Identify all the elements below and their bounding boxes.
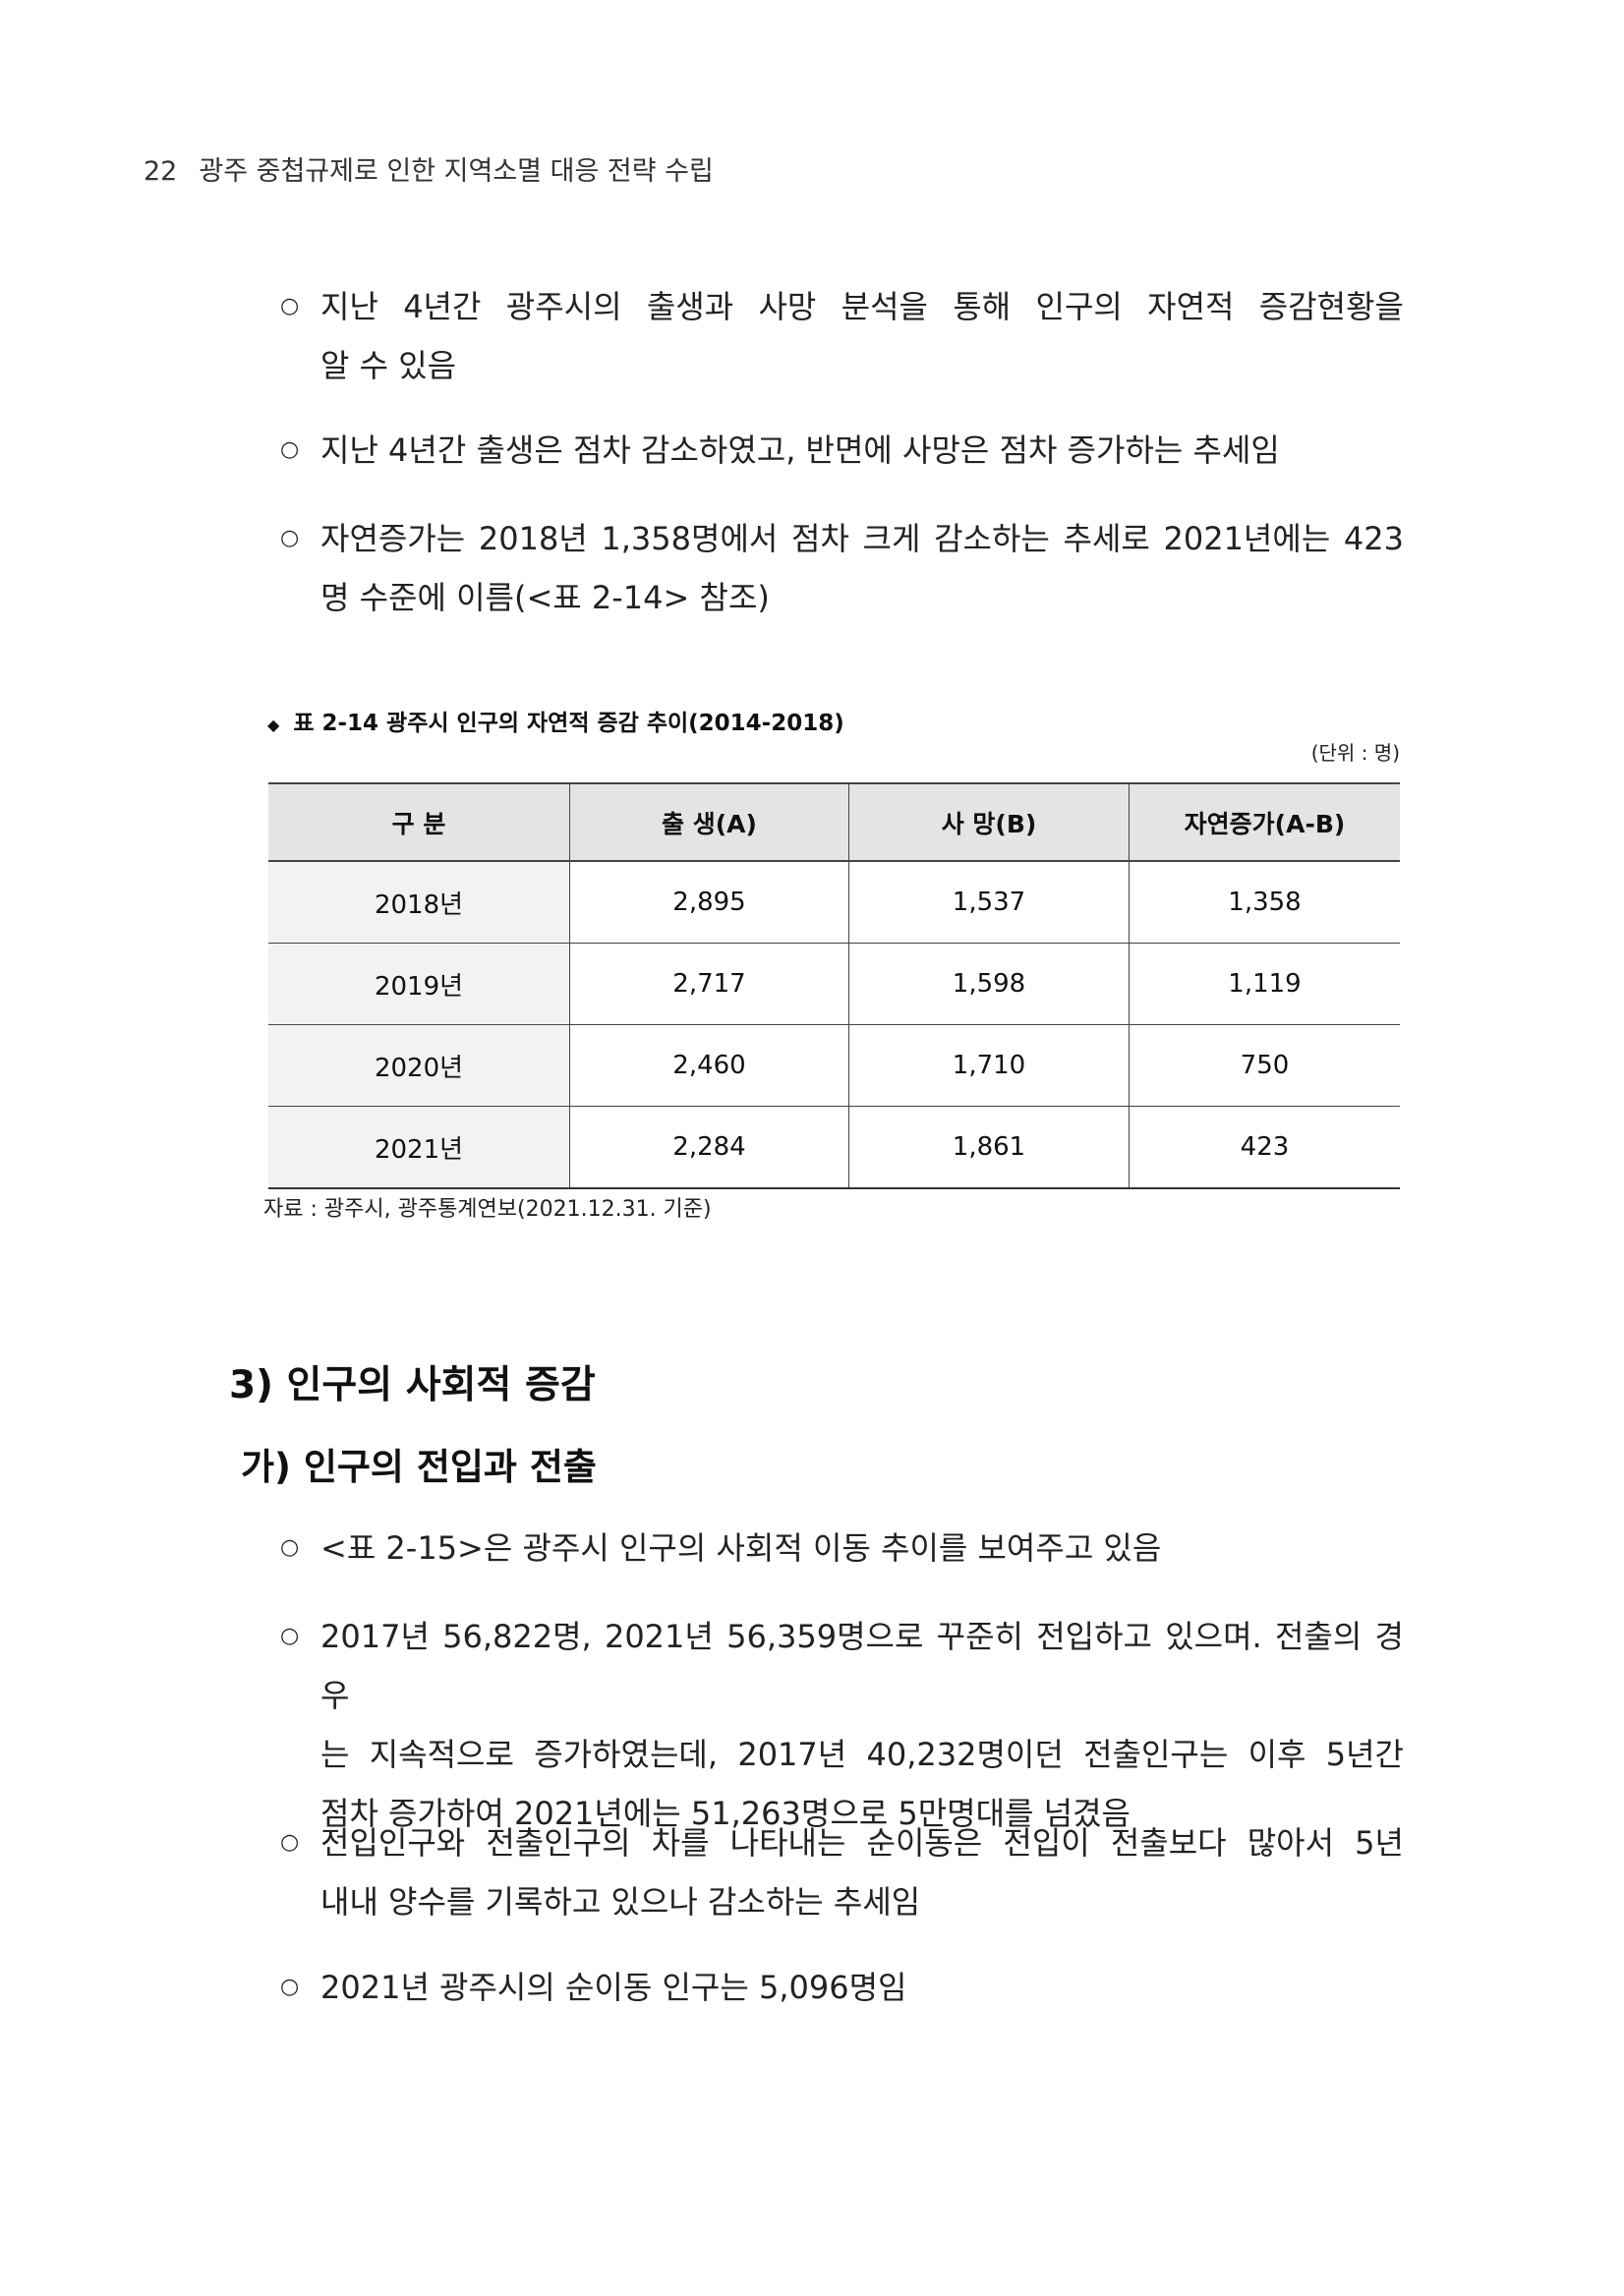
circle-bullet-icon: ○ xyxy=(280,1535,300,1560)
bullet-paragraph: ○ 전입인구와 전출인구의 차를 나타내는 순이동은 전입이 전출보다 많아서 5… xyxy=(280,1813,1404,1931)
circle-bullet-icon: ○ xyxy=(280,1975,300,1999)
section-heading: 3) 인구의 사회적 증감 xyxy=(229,1363,596,1407)
paragraph-line: 2021년 광주시의 순이동 인구는 5,096명임 xyxy=(320,1969,907,2006)
page-number: 22 xyxy=(144,156,178,187)
bullet-paragraph: ○ 자연증가는 2018년 1,358명에서 점차 크게 감소하는 추세로 202… xyxy=(280,509,1404,627)
column-header: 자연증가(A-B) xyxy=(1129,782,1400,862)
subsection-heading: 가) 인구의 전입과 전출 xyxy=(241,1446,597,1488)
circle-bullet-icon: ○ xyxy=(280,1830,300,1855)
circle-bullet-icon: ○ xyxy=(280,437,300,462)
paragraph-line: <표 2-15>은 광주시 인구의 사회적 이동 추이를 보여주고 있음 xyxy=(320,1529,1162,1567)
value-cell: 1,537 xyxy=(848,861,1130,944)
table-row: 2018년 2,895 1,537 1,358 xyxy=(268,861,1400,944)
table-unit: (단위 : 명) xyxy=(1310,741,1400,765)
column-header: 구 분 xyxy=(268,782,570,862)
value-cell: 2,717 xyxy=(569,943,849,1025)
bullet-paragraph: ○ 2017년 56,822명, 2021년 56,359명으로 꾸준히 전입하고… xyxy=(280,1607,1404,1843)
value-cell: 750 xyxy=(1129,1024,1400,1107)
paragraph-line: 는 지속적으로 증가하였는데, 2017년 40,232명이던 전출인구는 이후… xyxy=(320,1736,1404,1773)
paragraph-line: 지난 4년간 출생은 점차 감소하였고, 반면에 사망은 점차 증가하는 추세임 xyxy=(320,431,1280,469)
value-cell: 1,358 xyxy=(1129,861,1400,944)
paragraph-line: 점차 증가하여 2021년에는 51,263명으로 5만명대를 넘겼음 xyxy=(320,1795,1131,1832)
circle-bullet-icon: ○ xyxy=(280,1624,300,1648)
bullet-paragraph: ○ 2021년 광주시의 순이동 인구는 5,096명임 xyxy=(280,1958,1404,2017)
value-cell: 1,598 xyxy=(848,943,1130,1025)
value-cell: 2,460 xyxy=(569,1024,849,1107)
bullet-paragraph: ○ 지난 4년간 출생은 점차 감소하였고, 반면에 사망은 점차 증가하는 추세… xyxy=(280,421,1404,480)
circle-bullet-icon: ○ xyxy=(280,294,300,318)
table-caption: ◆ 표 2-14 광주시 인구의 자연적 증감 추이(2014-2018) xyxy=(267,704,844,737)
running-header: 22 광주 중첩규제로 인한 지역소멸 대응 전략 수립 xyxy=(144,149,714,188)
running-title: 광주 중첩규제로 인한 지역소멸 대응 전략 수립 xyxy=(199,156,714,187)
paragraph-line: 전입인구와 전출인구의 차를 나타내는 순이동은 전입이 전출보다 많아서 5년 xyxy=(320,1824,1404,1862)
table-row: 2019년 2,717 1,598 1,119 xyxy=(268,943,1400,1025)
paragraph-line: 2017년 56,822명, 2021년 56,359명으로 꾸준히 전입하고 … xyxy=(320,1618,1404,1714)
paragraph-line: 자연증가는 2018년 1,358명에서 점차 크게 감소하는 추세로 2021… xyxy=(320,520,1404,557)
table-caption-text: 표 2-14 광주시 인구의 자연적 증감 추이(2014-2018) xyxy=(293,711,844,736)
circle-bullet-icon: ○ xyxy=(280,526,300,550)
value-cell: 1,861 xyxy=(848,1106,1130,1189)
table-row: 2020년 2,460 1,710 750 xyxy=(268,1024,1400,1107)
paragraph-line: 지난 4년간 광주시의 출생과 사망 분석을 통해 인구의 자연적 증감현황을 xyxy=(320,288,1404,325)
value-cell: 2,284 xyxy=(569,1106,849,1189)
column-header: 사 망(B) xyxy=(848,782,1130,862)
year-cell: 2021년 xyxy=(268,1106,570,1189)
year-cell: 2018년 xyxy=(268,861,570,944)
value-cell: 1,710 xyxy=(848,1024,1130,1107)
paragraph-line: 명 수준에 이름(<표 2-14> 참조) xyxy=(320,579,770,616)
column-header: 출 생(A) xyxy=(569,782,849,862)
table-row: 2021년 2,284 1,861 423 xyxy=(268,1106,1400,1189)
diamond-bullet-icon: ◆ xyxy=(267,716,280,734)
year-cell: 2020년 xyxy=(268,1024,570,1107)
value-cell: 423 xyxy=(1129,1106,1400,1189)
bullet-paragraph: ○ <표 2-15>은 광주시 인구의 사회적 이동 추이를 보여주고 있음 xyxy=(280,1519,1404,1578)
value-cell: 1,119 xyxy=(1129,943,1400,1025)
paragraph-line: 알 수 있음 xyxy=(320,347,457,384)
bullet-paragraph: ○ 지난 4년간 광주시의 출생과 사망 분석을 통해 인구의 자연적 증감현황을… xyxy=(280,277,1404,395)
table-source: 자료 : 광주시, 광주통계연보(2021.12.31. 기준) xyxy=(263,1197,712,1222)
value-cell: 2,895 xyxy=(569,861,849,944)
year-cell: 2019년 xyxy=(268,943,570,1025)
paragraph-line: 내내 양수를 기록하고 있으나 감소하는 추세임 xyxy=(320,1883,921,1921)
